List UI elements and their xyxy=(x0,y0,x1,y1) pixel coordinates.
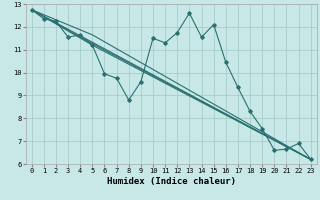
X-axis label: Humidex (Indice chaleur): Humidex (Indice chaleur) xyxy=(107,177,236,186)
